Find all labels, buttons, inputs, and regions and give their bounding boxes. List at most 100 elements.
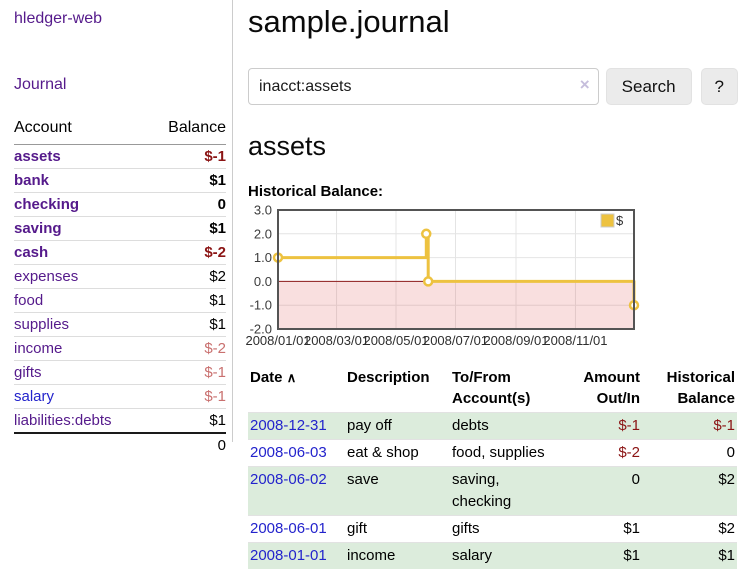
svg-text:$: $ xyxy=(616,213,624,228)
account-link-checking[interactable]: checking xyxy=(14,196,80,213)
accounts-total: 0 xyxy=(156,432,226,457)
account-row: assets $-1 xyxy=(14,145,226,169)
account-row: salary $-1 xyxy=(14,384,226,409)
transaction-description: pay off xyxy=(347,417,392,434)
transaction-balance: $1 xyxy=(718,547,735,564)
svg-text:3.0: 3.0 xyxy=(254,203,272,218)
transaction-accounts: salary xyxy=(452,547,493,564)
accounts-table: Account Balance assets $-1 bank $1 check… xyxy=(14,116,226,457)
accounts-header-account: Account xyxy=(14,116,156,145)
transaction-amount: $1 xyxy=(623,520,640,537)
transaction-date-link[interactable]: 2008-06-01 xyxy=(250,520,327,537)
svg-text:2008/11/01: 2008/11/01 xyxy=(543,333,607,348)
transaction-date-link[interactable]: 2008-12-31 xyxy=(250,417,327,434)
account-row: bank $1 xyxy=(14,168,226,193)
account-link-income[interactable]: income xyxy=(14,340,63,357)
svg-text:-1.0: -1.0 xyxy=(250,298,272,313)
account-row: checking 0 xyxy=(14,192,226,217)
account-balance: $1 xyxy=(156,168,226,193)
transaction-description: income xyxy=(347,547,396,564)
account-balance: $1 xyxy=(156,216,226,241)
transaction-row: 2008-12-31 pay off debts $-1 $-1 xyxy=(248,412,737,440)
transaction-row: 2008-06-03 eat & shop food, supplies $-2… xyxy=(248,439,737,467)
account-balance: $-2 xyxy=(156,336,226,361)
account-balance: $-1 xyxy=(156,360,226,385)
transaction-description: save xyxy=(347,471,379,488)
account-row: food $1 xyxy=(14,288,226,313)
account-link-liabilities-debts[interactable]: liabilities:debts xyxy=(14,412,112,429)
register-header-row: Date ∧ Description To/From Account(s) Am… xyxy=(248,366,737,413)
transaction-accounts: saving, checking xyxy=(452,471,512,510)
account-link-bank[interactable]: bank xyxy=(14,172,50,189)
account-row: income $-2 xyxy=(14,336,226,361)
account-balance: $1 xyxy=(156,408,226,433)
account-row: expenses $2 xyxy=(14,264,226,289)
account-link-saving[interactable]: saving xyxy=(14,220,62,237)
svg-text:2008/01/01: 2008/01/01 xyxy=(245,333,310,348)
account-link-salary[interactable]: salary xyxy=(14,388,55,405)
sort-ascending-icon: ∧ xyxy=(286,370,297,385)
search-button[interactable]: Search xyxy=(605,68,692,105)
transaction-accounts: gifts xyxy=(452,520,480,537)
accounts-total-row: 0 xyxy=(14,432,226,457)
column-header-description: Description xyxy=(347,369,430,386)
help-button[interactable]: ? xyxy=(700,68,738,105)
account-link-expenses[interactable]: expenses xyxy=(14,268,79,285)
column-header-date[interactable]: Date ∧ xyxy=(250,369,297,386)
accounts-header-balance: Balance xyxy=(156,116,226,145)
column-header-accounts: To/From Account(s) xyxy=(452,369,531,407)
transaction-accounts: debts xyxy=(452,417,489,434)
sidebar-divider xyxy=(232,0,233,442)
transaction-balance: $2 xyxy=(718,471,735,488)
account-row: saving $1 xyxy=(14,216,226,241)
account-row: liabilities:debts $1 xyxy=(14,408,226,433)
account-link-cash[interactable]: cash xyxy=(14,244,49,261)
svg-text:2008/05/01: 2008/05/01 xyxy=(363,333,428,348)
svg-text:2.0: 2.0 xyxy=(254,226,272,241)
transaction-date-link[interactable]: 2008-06-02 xyxy=(250,471,327,488)
transaction-accounts: food, supplies xyxy=(452,444,545,461)
chart-title: Historical Balance: xyxy=(248,183,384,200)
account-balance: $2 xyxy=(156,264,226,289)
transaction-amount: 0 xyxy=(631,471,640,488)
register-table: Date ∧ Description To/From Account(s) Am… xyxy=(248,366,737,569)
account-balance: $1 xyxy=(156,312,226,337)
account-row: cash $-2 xyxy=(14,240,226,265)
transaction-row: 2008-01-01 income salary $1 $1 xyxy=(248,542,737,569)
transaction-amount: $1 xyxy=(623,547,640,564)
sidebar: hledger-web Journal Account Balance asse… xyxy=(0,0,232,457)
account-balance: $-1 xyxy=(204,148,226,165)
account-balance: $1 xyxy=(156,288,226,313)
svg-text:2008/03/01: 2008/03/01 xyxy=(304,333,369,348)
sidebar-item-journal[interactable]: Journal xyxy=(14,76,67,93)
account-link-supplies[interactable]: supplies xyxy=(14,316,70,333)
transaction-date-link[interactable]: 2008-06-03 xyxy=(250,444,327,461)
svg-text:0.0: 0.0 xyxy=(254,274,272,289)
historical-balance-chart: $3.0 2.0 1.0 0.0 -1.0 -2.02008/01/012008/03/0… xyxy=(245,203,640,348)
transaction-balance: $2 xyxy=(718,520,735,537)
transaction-row: 2008-06-02 save saving, checking 0 $2 xyxy=(248,466,737,516)
account-row: supplies $1 xyxy=(14,312,226,337)
transaction-amount: $-2 xyxy=(618,444,640,461)
svg-text:2008/09/01: 2008/09/01 xyxy=(483,333,548,348)
account-balance: 0 xyxy=(156,192,226,217)
account-row: gifts $-1 xyxy=(14,360,226,385)
account-balance: $-1 xyxy=(156,384,226,409)
svg-text:1.0: 1.0 xyxy=(254,250,272,265)
account-link-food[interactable]: food xyxy=(14,292,44,309)
account-balance: $-2 xyxy=(156,240,226,265)
account-link-gifts[interactable]: gifts xyxy=(14,364,42,381)
column-header-amount: Amount Out/In xyxy=(583,369,640,407)
search-input[interactable] xyxy=(248,68,599,105)
transaction-date-link[interactable]: 2008-01-01 xyxy=(250,547,327,564)
transaction-balance: $-1 xyxy=(713,417,735,434)
transaction-row: 2008-06-01 gift gifts $1 $2 xyxy=(248,515,737,543)
account-link-assets[interactable]: assets xyxy=(14,148,61,165)
clear-search-icon[interactable]: × xyxy=(579,75,590,94)
transaction-balance: 0 xyxy=(726,444,735,461)
search-bar: × Search ? xyxy=(248,68,738,105)
app-title-link[interactable]: hledger-web xyxy=(14,10,103,27)
account-heading: assets xyxy=(248,131,327,161)
transaction-amount: $-1 xyxy=(618,417,640,434)
page-title: sample.journal xyxy=(248,4,450,39)
